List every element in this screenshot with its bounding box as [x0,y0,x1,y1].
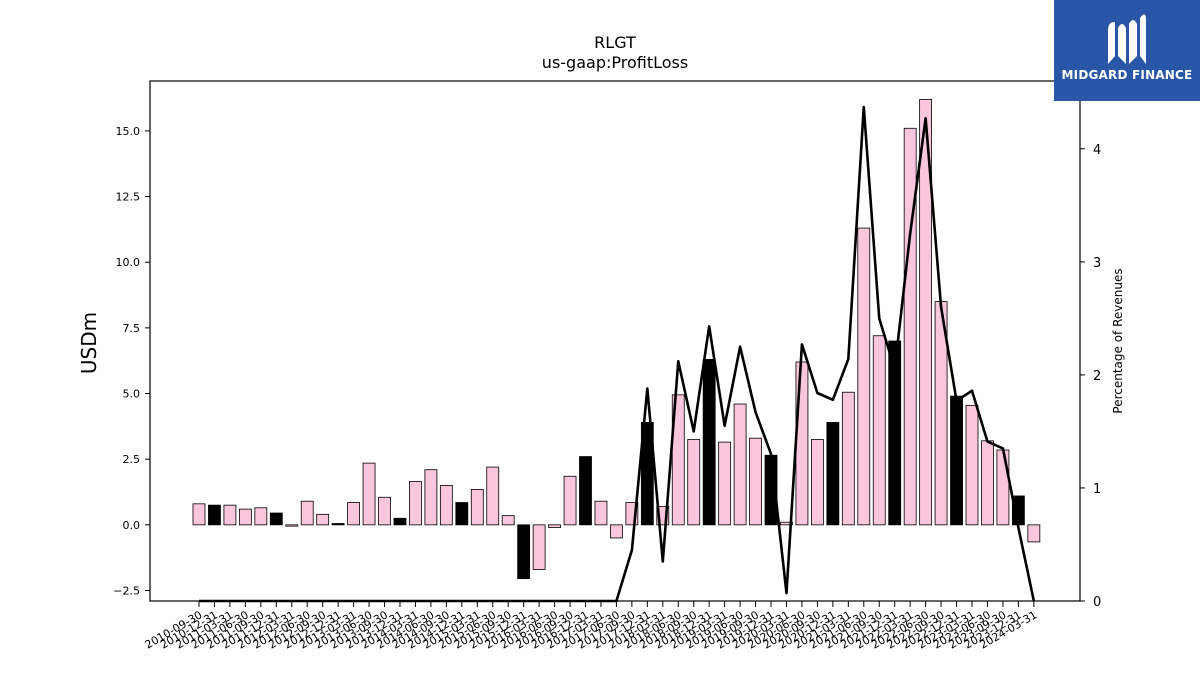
bar [857,227,871,526]
bar [888,340,902,526]
bar [254,507,268,526]
bar [919,98,933,526]
bar [1027,524,1041,543]
bar [563,475,577,526]
y-tick-label: 7.5 [123,322,141,335]
bar [981,440,994,526]
midgard-logo-icon [1108,14,1146,65]
brand-logo: MIDGARD FINANCE [1054,0,1200,101]
bar [362,462,376,526]
y2-tick-label: 0 [1093,595,1101,610]
bar [872,335,886,526]
bar [501,515,515,526]
bar [223,504,237,526]
bar [300,500,314,526]
y2-tick-label: 1 [1093,482,1101,497]
bar [811,439,824,526]
chart-subtitle: us-gaap:ProfitLoss [542,53,688,72]
y-tick-label: 10.0 [116,256,141,269]
bar [238,508,252,526]
y-tick-label: −2.5 [113,584,140,597]
bar [780,521,793,526]
bar [424,469,438,526]
bar [965,404,979,526]
bar [579,456,592,526]
bar [347,502,361,526]
y2-axis-label: Percentage of Revenues [1111,268,1125,413]
bar [409,481,422,526]
bar [687,439,701,526]
bar [208,504,221,526]
bar [486,466,500,526]
chart-title: RLGT [594,33,636,52]
bar [996,449,1010,526]
y-tick-label: 12.5 [116,191,141,204]
y-axis-label: USDm [77,312,101,374]
bar [594,500,608,526]
bar [316,513,330,526]
bar [548,524,561,528]
bar [393,517,407,526]
bar [702,358,716,526]
bar [718,441,732,526]
y-tick-label: 2.5 [123,453,141,466]
y2-tick-label: 4 [1093,143,1101,158]
bar [517,524,531,580]
bar [439,485,453,526]
bar [671,394,685,526]
bar [950,395,963,526]
bar [640,422,654,526]
bar [841,391,855,526]
brand-name: MIDGARD FINANCE [1061,68,1193,82]
bar [378,496,391,526]
bar [749,437,762,526]
y-tick-label: 0.0 [123,519,141,532]
bar [532,524,546,570]
bar [192,503,206,526]
bar [331,523,345,526]
bar [903,127,917,526]
bar [285,524,299,527]
bar [795,361,809,526]
bar [455,502,469,526]
y2-tick-label: 2 [1093,369,1101,384]
bar [470,488,484,526]
y2-tick-label: 3 [1093,256,1101,271]
plot-area: −2.50.02.55.07.510.012.515.0012342010-09… [113,80,1101,652]
plot-frame [149,80,1081,602]
bar [610,524,623,539]
y-tick-label: 15.0 [116,125,141,138]
bar [733,403,747,526]
y-tick-label: 5.0 [123,388,141,401]
bar [269,512,283,526]
bar [826,422,840,526]
